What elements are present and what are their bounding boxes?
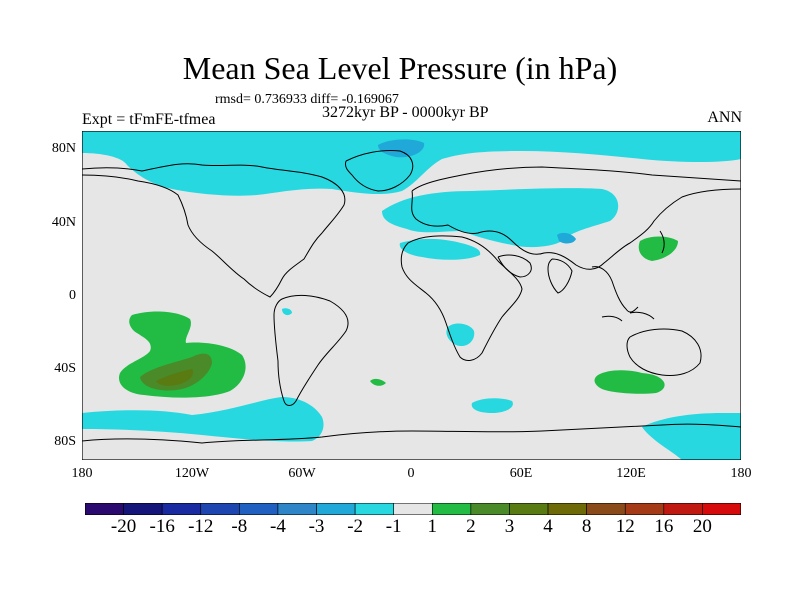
colorbar-box <box>123 503 163 515</box>
time-period: 3272kyr BP - 0000kyr BP <box>322 104 489 121</box>
caspian-dark-patch <box>557 232 576 244</box>
lat-label-80s: 80S <box>54 434 76 449</box>
pressure-anomaly-map <box>82 131 741 460</box>
greenland-dark-patch <box>378 139 425 158</box>
lon-label-120w: 120W <box>174 466 210 481</box>
north-america-coast <box>82 163 346 298</box>
lat-label-80n: 80N <box>51 141 76 156</box>
japan-coast <box>659 230 665 254</box>
south-atlantic-negative <box>471 398 513 413</box>
colorbar-box <box>393 503 433 515</box>
lon-label-180e: 180 <box>730 466 752 481</box>
colorbar-label: 16 <box>654 516 674 537</box>
south-atlantic-positive <box>370 378 386 386</box>
india-coast <box>547 258 573 294</box>
colorbar-label: -16 <box>149 516 175 537</box>
southern-africa-negative <box>446 323 475 347</box>
colorbar-label: -4 <box>270 516 286 537</box>
southern-ocean-negative <box>82 397 324 442</box>
arabia-coast <box>497 254 532 278</box>
colorbar-label: 3 <box>504 516 515 537</box>
colorbar-box <box>624 503 665 515</box>
lat-label-40s: 40S <box>54 361 76 376</box>
north-africa-negative <box>399 238 481 260</box>
colorbar-label: 4 <box>543 516 553 537</box>
colorbar-box <box>316 503 356 515</box>
colorbar-label: 20 <box>692 516 712 537</box>
africa-coast <box>400 235 523 361</box>
colorbar-label: 1 <box>427 516 438 537</box>
rmsd-diff-stats: rmsd= 0.736933 diff= -0.169067 <box>215 92 399 107</box>
colorbar-box <box>702 503 741 515</box>
colorbar-label: -12 <box>188 516 214 537</box>
colorbar-label: -8 <box>231 516 248 537</box>
colorbar-box <box>663 503 703 515</box>
lon-label-0: 0 <box>407 466 415 481</box>
lat-label-0: 0 <box>69 288 76 303</box>
colorbar-label: 8 <box>581 516 592 537</box>
lon-label-120e: 120E <box>616 466 646 481</box>
map-title: Mean Sea Level Pressure (in hPa) <box>182 50 618 86</box>
colorbar-box <box>431 503 472 515</box>
colorbar-label: 12 <box>615 516 635 537</box>
indian-ocean-positive <box>594 370 665 394</box>
lon-label-60w: 60W <box>288 466 316 481</box>
lon-label-180w: 180 <box>71 466 93 481</box>
lat-label-40n: 40N <box>51 215 76 230</box>
colorbar-box <box>200 503 240 515</box>
lon-label-60e: 60E <box>509 466 533 481</box>
experiment-label: Expt = tFmFE-tfmea <box>82 111 216 128</box>
colorbar-box <box>509 503 549 515</box>
colorbar-label: -3 <box>308 516 325 537</box>
south-pacific-olive-core <box>156 369 194 386</box>
colorbar-label: -2 <box>347 516 364 537</box>
colorbar-box <box>470 503 510 515</box>
north-atlantic-eurasia-negative <box>382 188 619 248</box>
eurasia-coast <box>411 166 741 270</box>
indonesia-coast <box>601 311 655 322</box>
coastlines <box>82 150 741 444</box>
colorbar-label: -1 <box>385 516 402 537</box>
arctic-negative-band <box>82 131 741 196</box>
colorbar-box <box>547 503 587 515</box>
colorbar-label: -20 <box>110 516 137 537</box>
colorbar-box <box>85 503 124 515</box>
season-label: ANN <box>707 109 742 126</box>
tropical-pacific-dot <box>282 308 292 316</box>
japan-positive <box>638 236 678 261</box>
colorbar-box <box>586 503 626 515</box>
colorbar-box <box>277 503 317 515</box>
colorbar-box <box>161 503 202 515</box>
southeast-asia-coast <box>591 266 639 313</box>
greenland-coast <box>345 150 414 192</box>
antarctica-coast <box>82 423 741 444</box>
colorbar <box>85 503 741 515</box>
colorbar-label: 2 <box>466 516 476 537</box>
australia-coast <box>626 328 702 376</box>
south-america-coast <box>273 294 349 406</box>
colorbar-box <box>239 503 279 515</box>
colorbar-box <box>354 503 395 515</box>
